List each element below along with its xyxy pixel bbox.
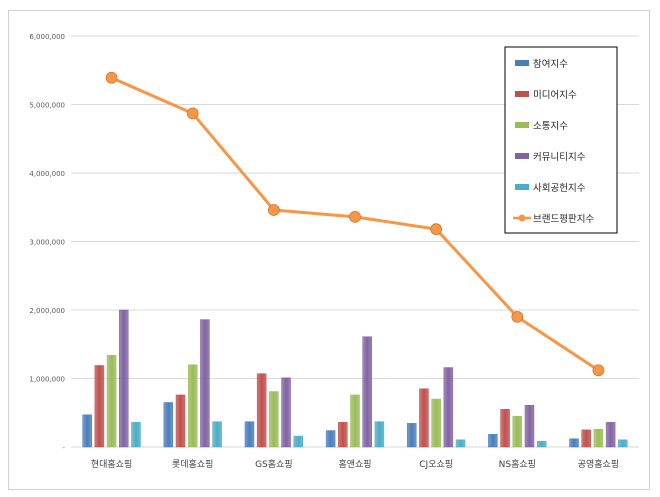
bar-미디어지수 — [256, 373, 267, 448]
bar-소통지수 — [187, 364, 198, 448]
legend-label: 커뮤니티지수 — [533, 152, 586, 163]
bar-커뮤니티지수 — [200, 319, 210, 448]
bar-미디어지수 — [500, 409, 510, 448]
legend-label: 참여지수 — [533, 58, 568, 70]
bar-참여지수 — [569, 438, 579, 448]
line-point — [430, 223, 443, 236]
y-tick-label: 3,000,000 — [29, 239, 65, 247]
legend-swatch — [515, 184, 529, 190]
line-point — [511, 310, 524, 323]
bar-사회공헌지수 — [212, 421, 222, 448]
legend-label: 소통지수 — [533, 121, 568, 132]
x-tick-label: 공영홈쇼핑 — [578, 458, 619, 470]
legend-label: 사회공헌지수 — [533, 183, 586, 194]
legend-swatch — [515, 153, 529, 159]
y-tick-label: 2,000,000 — [29, 307, 65, 315]
bar-소통지수 — [593, 428, 604, 448]
line-point — [592, 364, 605, 377]
bar-미디어지수 — [419, 388, 429, 448]
bar-사회공헌지수 — [374, 421, 385, 448]
bar-참여지수 — [406, 423, 417, 448]
bar-미디어지수 — [94, 365, 105, 448]
x-tick-label: 롯데홈쇼핑 — [172, 458, 213, 470]
bar-사회공헌지수 — [293, 435, 304, 448]
bar-커뮤니티지수 — [281, 377, 291, 448]
legend-swatch — [515, 122, 529, 128]
bar-참여지수 — [82, 414, 92, 448]
chart-frame: - 1,000,000 2,000,000 3,000,000 4,000,000 5,0… — [8, 10, 650, 490]
bar-소통지수 — [269, 391, 279, 448]
bar-커뮤니티지수 — [362, 336, 372, 448]
legend-swatch — [515, 91, 529, 97]
bar-미디어지수 — [581, 429, 591, 448]
bar-커뮤니티지수 — [524, 404, 535, 448]
x-tick-label: NS홈쇼핑 — [499, 458, 536, 470]
legend-swatch-marker — [518, 214, 526, 222]
y-tick-label: 4,000,000 — [29, 170, 65, 178]
y-tick-label: 6,000,000 — [29, 33, 65, 41]
bar-참여지수 — [163, 402, 174, 448]
line-point — [267, 204, 280, 216]
x-tick-label: CJ오쇼핑 — [419, 459, 453, 470]
bar-소통지수 — [350, 394, 360, 448]
bar-커뮤니티지수 — [605, 422, 616, 448]
x-tick-label: GS홈쇼핑 — [255, 458, 293, 470]
legend-box — [504, 46, 618, 234]
bar-참여지수 — [488, 434, 498, 448]
bar-참여지수 — [325, 430, 336, 448]
x-tick-label: 홈앤쇼핑 — [338, 458, 371, 470]
y-tick-label: - — [62, 444, 65, 452]
line-point — [105, 71, 118, 84]
bar-사회공헌지수 — [131, 422, 141, 448]
y-tick-label: 1,000,000 — [29, 376, 65, 384]
bar-소통지수 — [512, 415, 523, 448]
bar-사회공헌지수 — [455, 439, 466, 448]
legend-swatch — [515, 60, 529, 66]
bar-사회공헌지수 — [618, 439, 628, 448]
line-point — [349, 210, 361, 223]
y-tick-label: 5,000,000 — [29, 102, 65, 110]
bar-소통지수 — [431, 398, 441, 448]
line-point — [186, 107, 199, 120]
bar-커뮤니티지수 — [443, 367, 454, 448]
bar-커뮤니티지수 — [119, 309, 129, 448]
bar-미디어지수 — [338, 422, 348, 448]
legend-label: 브랜드평판지수 — [533, 214, 594, 225]
bar-소통지수 — [106, 354, 117, 448]
bar-미디어지수 — [175, 394, 186, 448]
bar-참여지수 — [244, 421, 255, 448]
legend-label: 미디어지수 — [533, 90, 577, 101]
bar-사회공헌지수 — [536, 440, 547, 448]
chart-svg: - 1,000,000 2,000,000 3,000,000 4,000,000 5,0… — [29, 33, 639, 470]
x-tick-label: 현대홈쇼핑 — [91, 458, 132, 470]
